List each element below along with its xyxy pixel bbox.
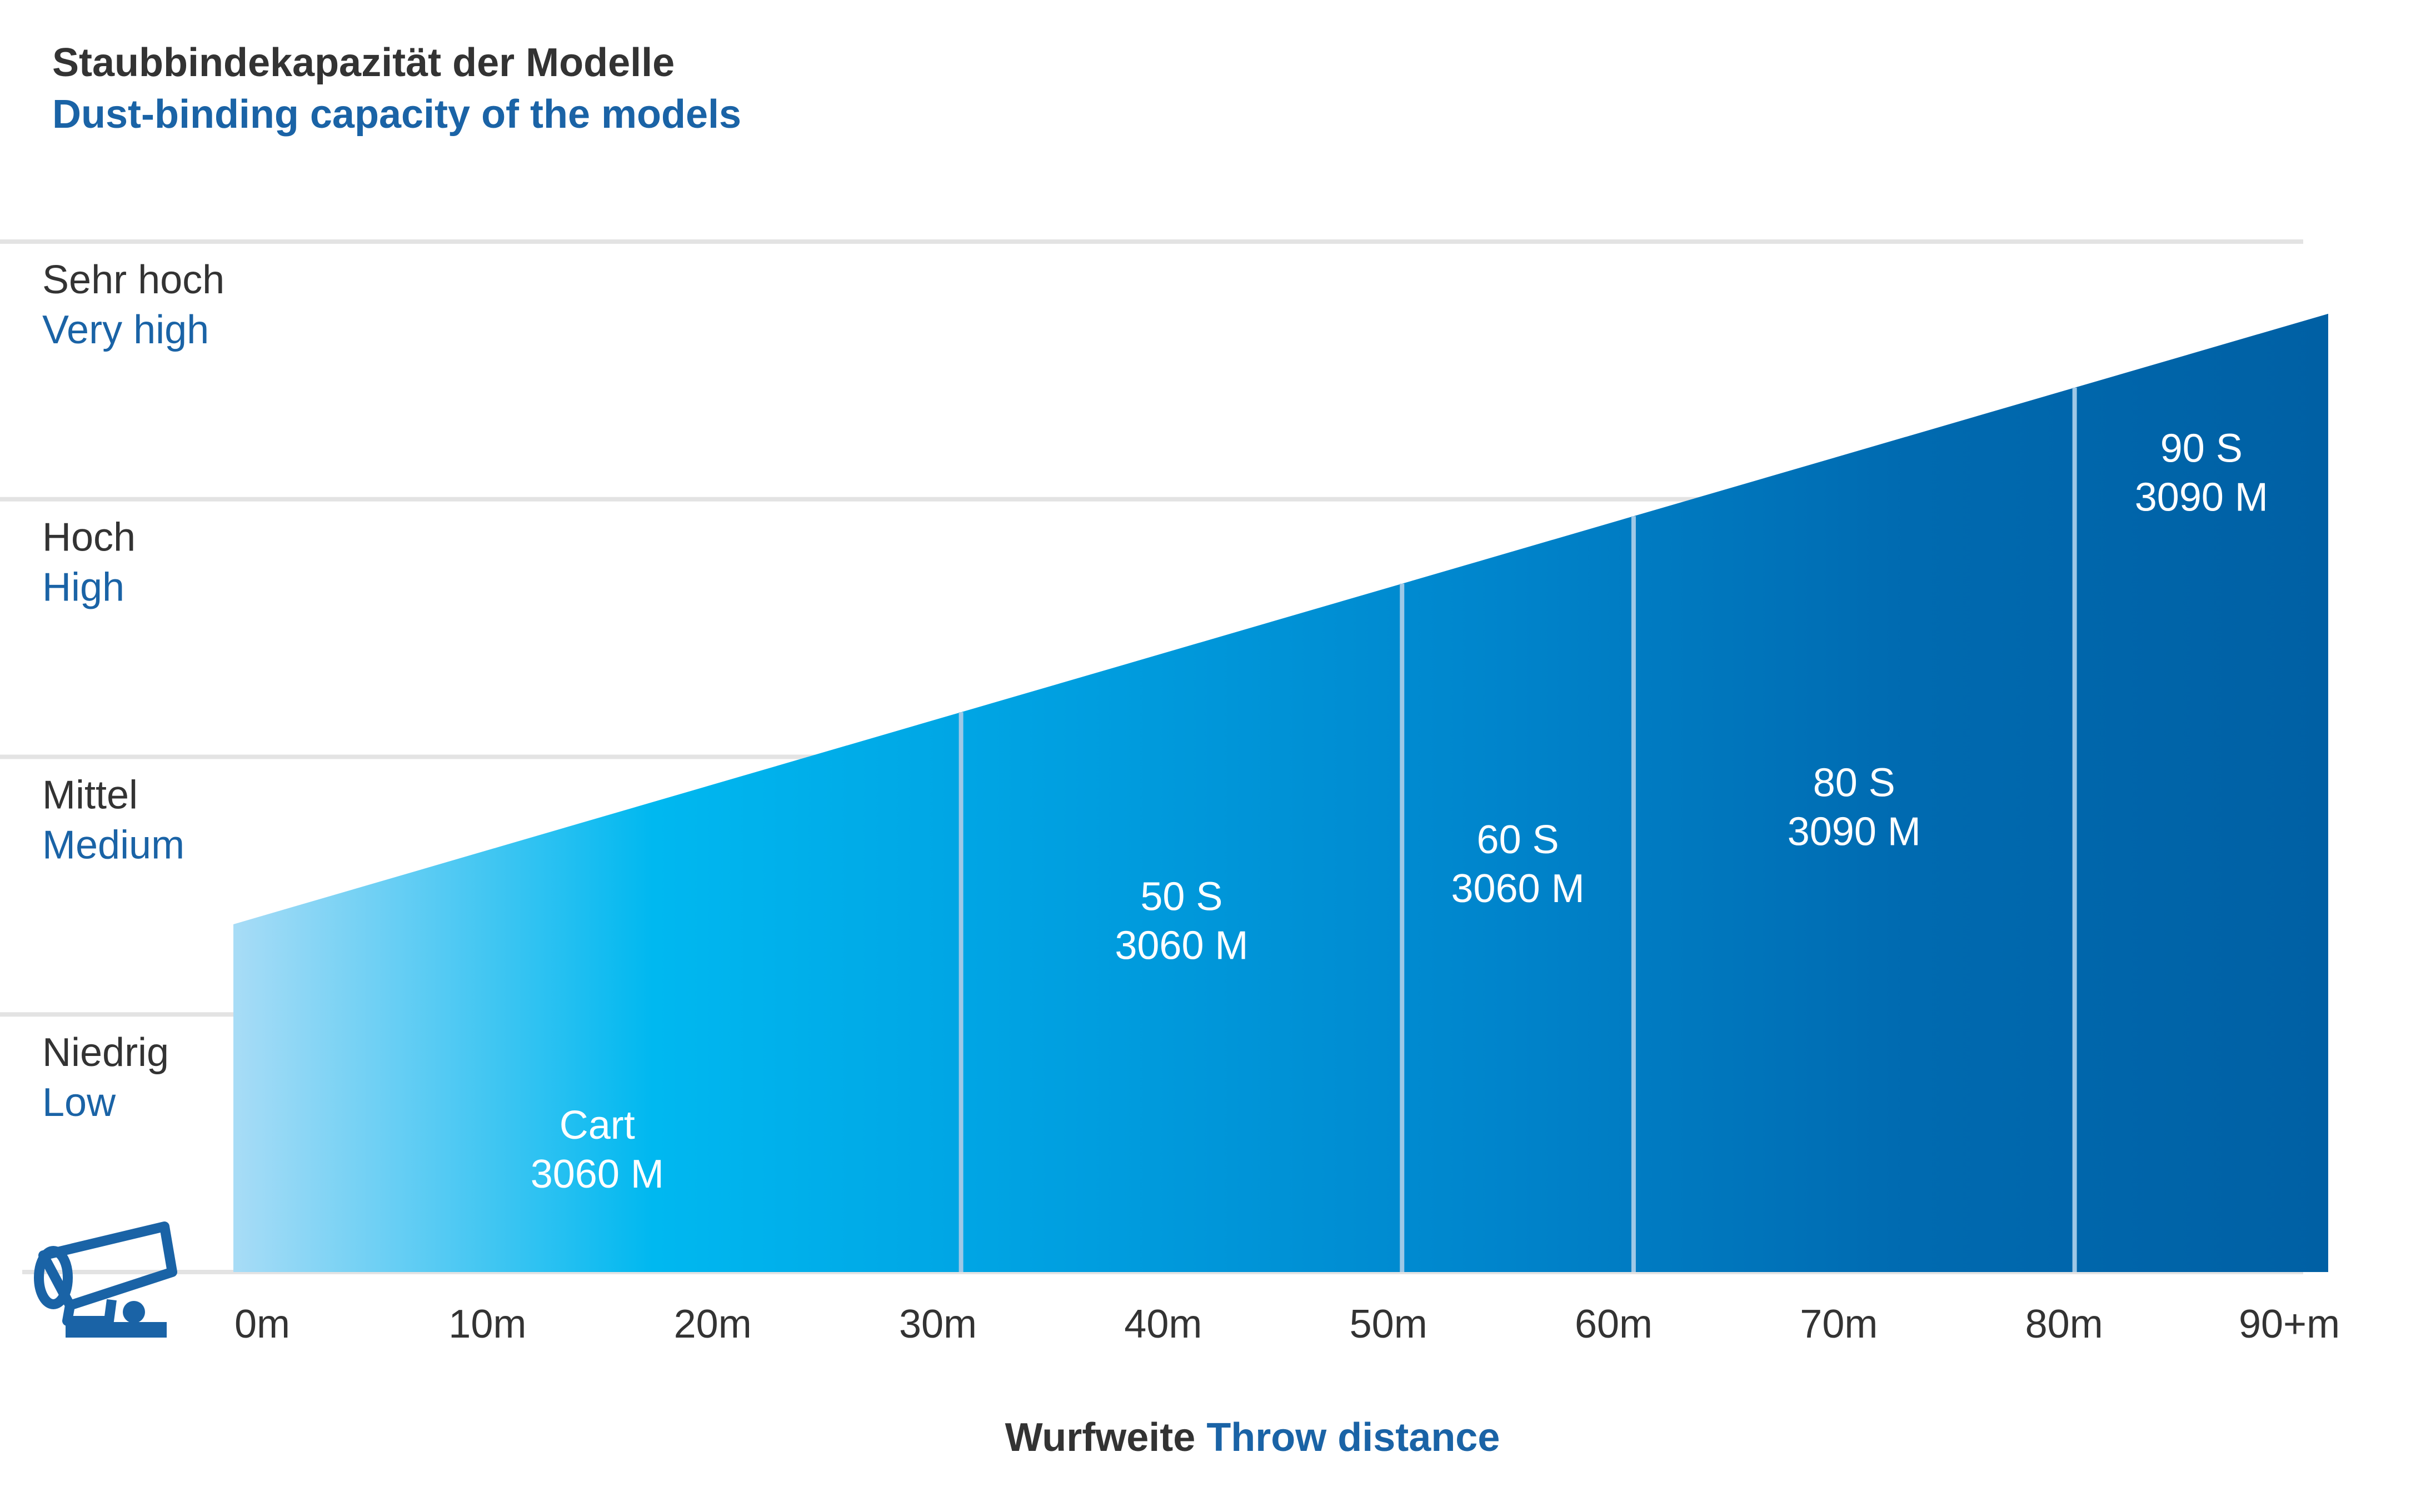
x-axis-label-en: Throw distance	[1206, 1415, 1500, 1460]
segment-label-variant: 3060 M	[1115, 923, 1248, 968]
y-axis-level-labels: Niedrig Low Mittel Medium Hoch High Sehr hoch V…	[42, 258, 224, 1125]
x-tick-label: 70m	[1800, 1302, 1878, 1346]
x-tick-label: 80m	[2025, 1302, 2103, 1346]
capacity-area	[233, 313, 2328, 1272]
segment-label-variant: 3090 M	[2135, 475, 2268, 519]
segment-label-model: 80 S	[1813, 761, 1895, 805]
segment-label-model: Cart	[560, 1103, 635, 1148]
capacity-area-shape	[233, 313, 2328, 1272]
segment-label-model: 60 S	[1477, 818, 1559, 862]
y-level-label-de: Sehr hoch	[42, 258, 224, 302]
x-tick-label: 10m	[448, 1302, 526, 1346]
segment-label-variant: 3060 M	[1451, 867, 1585, 911]
x-axis-label-de: Wurfweite	[1005, 1415, 1196, 1460]
x-tick-label: 40m	[1124, 1302, 1202, 1346]
chart-title-de: Staubbindekapazität der Modelle	[52, 41, 675, 85]
segment-label-model: 50 S	[1140, 874, 1222, 919]
y-level-label-de: Mittel	[42, 773, 138, 817]
y-level-label-de: Hoch	[42, 515, 136, 560]
segment-label-variant: 3060 M	[531, 1152, 664, 1196]
y-level-label-en: Very high	[42, 308, 209, 352]
segment-dividers	[959, 387, 2077, 1272]
y-level-label-de: Niedrig	[42, 1030, 169, 1075]
y-level-label-en: Low	[42, 1080, 116, 1125]
x-tick-label: 60m	[1575, 1302, 1653, 1346]
chart-title-en: Dust-binding capacity of the models	[52, 92, 741, 137]
x-tick-label: 30m	[899, 1302, 977, 1346]
x-axis-label: Wurfweite Throw distance	[1005, 1415, 1500, 1460]
x-tick-label: 90+m	[2239, 1302, 2340, 1346]
x-tick-label: 0m	[234, 1302, 290, 1346]
segment-label-variant: 3090 M	[1788, 810, 1921, 854]
dust-cannon-icon	[34, 1221, 177, 1338]
x-tick-label: 50m	[1350, 1302, 1427, 1346]
x-tick-label: 20m	[674, 1302, 752, 1346]
x-axis-tick-labels: 0m 10m 20m 30m 40m 50m 60m 70m 80m 90+m	[234, 1302, 2340, 1346]
y-level-label-en: Medium	[42, 823, 184, 867]
y-level-label-en: High	[42, 565, 124, 610]
segment-label-model: 90 S	[2160, 426, 2243, 470]
